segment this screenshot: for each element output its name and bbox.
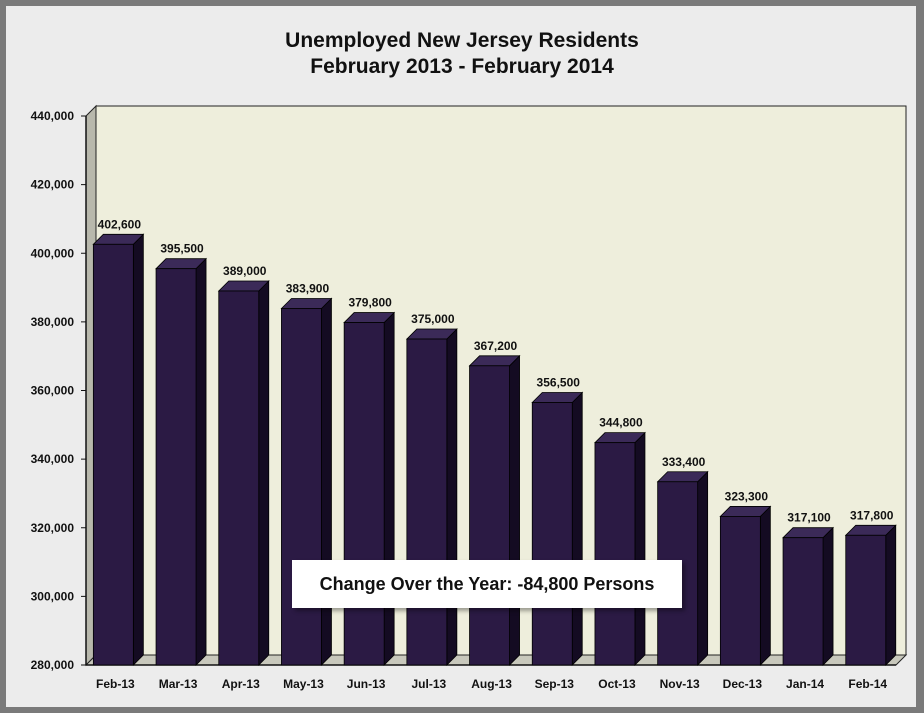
bar <box>593 431 646 666</box>
data-label: 317,800 <box>850 508 894 522</box>
bar-side <box>132 233 144 666</box>
bar-side <box>258 280 270 666</box>
chart-title-block: Unemployed New Jersey Residents February… <box>0 28 924 80</box>
data-label: 402,600 <box>98 217 142 231</box>
data-label: 333,400 <box>662 455 706 469</box>
bar-front <box>281 308 322 666</box>
chart-subtitle: February 2013 - February 2014 <box>310 55 614 78</box>
bar <box>92 233 145 666</box>
bar <box>155 257 208 666</box>
bar-side <box>321 297 332 666</box>
bar-front <box>155 268 197 666</box>
y-tick-label: 300,000 <box>31 589 75 603</box>
bar <box>782 526 835 666</box>
data-label: 379,800 <box>348 296 392 310</box>
data-label: 344,800 <box>599 416 643 430</box>
x-tick-label: Nov-13 <box>660 677 700 691</box>
y-tick-label: 280,000 <box>31 658 75 672</box>
bar <box>405 328 458 666</box>
x-tick-label: Dec-13 <box>723 677 763 691</box>
x-tick-label: Jun-13 <box>347 677 386 691</box>
bar-side <box>195 257 207 666</box>
bar-front <box>845 534 887 666</box>
bar-front <box>343 322 385 666</box>
annotation-box: Change Over the Year: -84,800 Persons <box>292 560 682 608</box>
bar-front <box>92 243 134 666</box>
y-tick-label: 380,000 <box>31 315 75 329</box>
chart-title: Unemployed New Jersey Residents <box>285 29 639 52</box>
data-label: 375,000 <box>411 312 455 326</box>
bar-side <box>822 526 834 666</box>
data-label: 356,500 <box>537 376 581 390</box>
x-tick-label: Jul-13 <box>412 677 447 691</box>
y-tick-label: 440,000 <box>31 109 75 123</box>
x-axis-labels: Feb-13 Mar-13 Apr-13 May-13 Jun-13 Jul-13 Aug-… <box>96 677 887 691</box>
annotation-text: Change Over the Year: -84,800 Persons <box>319 573 655 594</box>
bar <box>468 354 521 666</box>
data-label: 389,000 <box>223 264 267 278</box>
x-tick-label: Aug-13 <box>471 677 512 691</box>
bar-side <box>571 391 583 666</box>
value-labels-group: 402,600 395,500 389,000 383,900 379,800 375,0… <box>98 217 894 524</box>
bar <box>280 297 333 666</box>
bar-front <box>531 402 573 666</box>
bar <box>531 391 584 666</box>
bar-side <box>885 524 897 666</box>
x-tick-label: Oct-13 <box>598 677 636 691</box>
x-tick-label: May-13 <box>283 677 324 691</box>
bar-front <box>594 442 636 666</box>
bar-front <box>782 537 824 666</box>
y-tick-label: 420,000 <box>31 178 75 192</box>
bar <box>844 524 897 666</box>
bar-front <box>406 338 448 666</box>
y-tick-label: 320,000 <box>31 521 75 535</box>
x-tick-label: Mar-13 <box>159 677 198 691</box>
data-label: 323,300 <box>725 489 769 503</box>
bar-front <box>218 290 260 666</box>
bar-side <box>697 470 709 666</box>
bar-side <box>634 431 646 666</box>
x-tick-label: Feb-13 <box>96 677 135 691</box>
x-tick-label: Jan-14 <box>786 677 824 691</box>
bar-front <box>719 516 761 666</box>
y-axis-ticks: 280,000 300,000 320,000 340,000 360,000 380,0… <box>31 109 86 672</box>
bar-front <box>469 365 510 666</box>
bar <box>217 280 270 666</box>
bar <box>343 311 396 666</box>
data-label: 383,900 <box>286 281 330 295</box>
data-label: 367,200 <box>474 339 518 353</box>
bar <box>719 505 772 666</box>
y-tick-label: 400,000 <box>31 246 75 260</box>
data-label: 395,500 <box>160 242 204 256</box>
x-tick-label: Feb-14 <box>848 677 887 691</box>
y-tick-label: 340,000 <box>31 452 75 466</box>
bar-side <box>446 328 458 666</box>
x-tick-label: Sep-13 <box>535 677 575 691</box>
data-label: 317,100 <box>787 511 831 525</box>
y-tick-label: 360,000 <box>31 384 75 398</box>
bar-side <box>383 311 395 666</box>
x-tick-label: Apr-13 <box>222 677 260 691</box>
bar-side <box>759 505 771 666</box>
bar-side <box>509 354 520 666</box>
